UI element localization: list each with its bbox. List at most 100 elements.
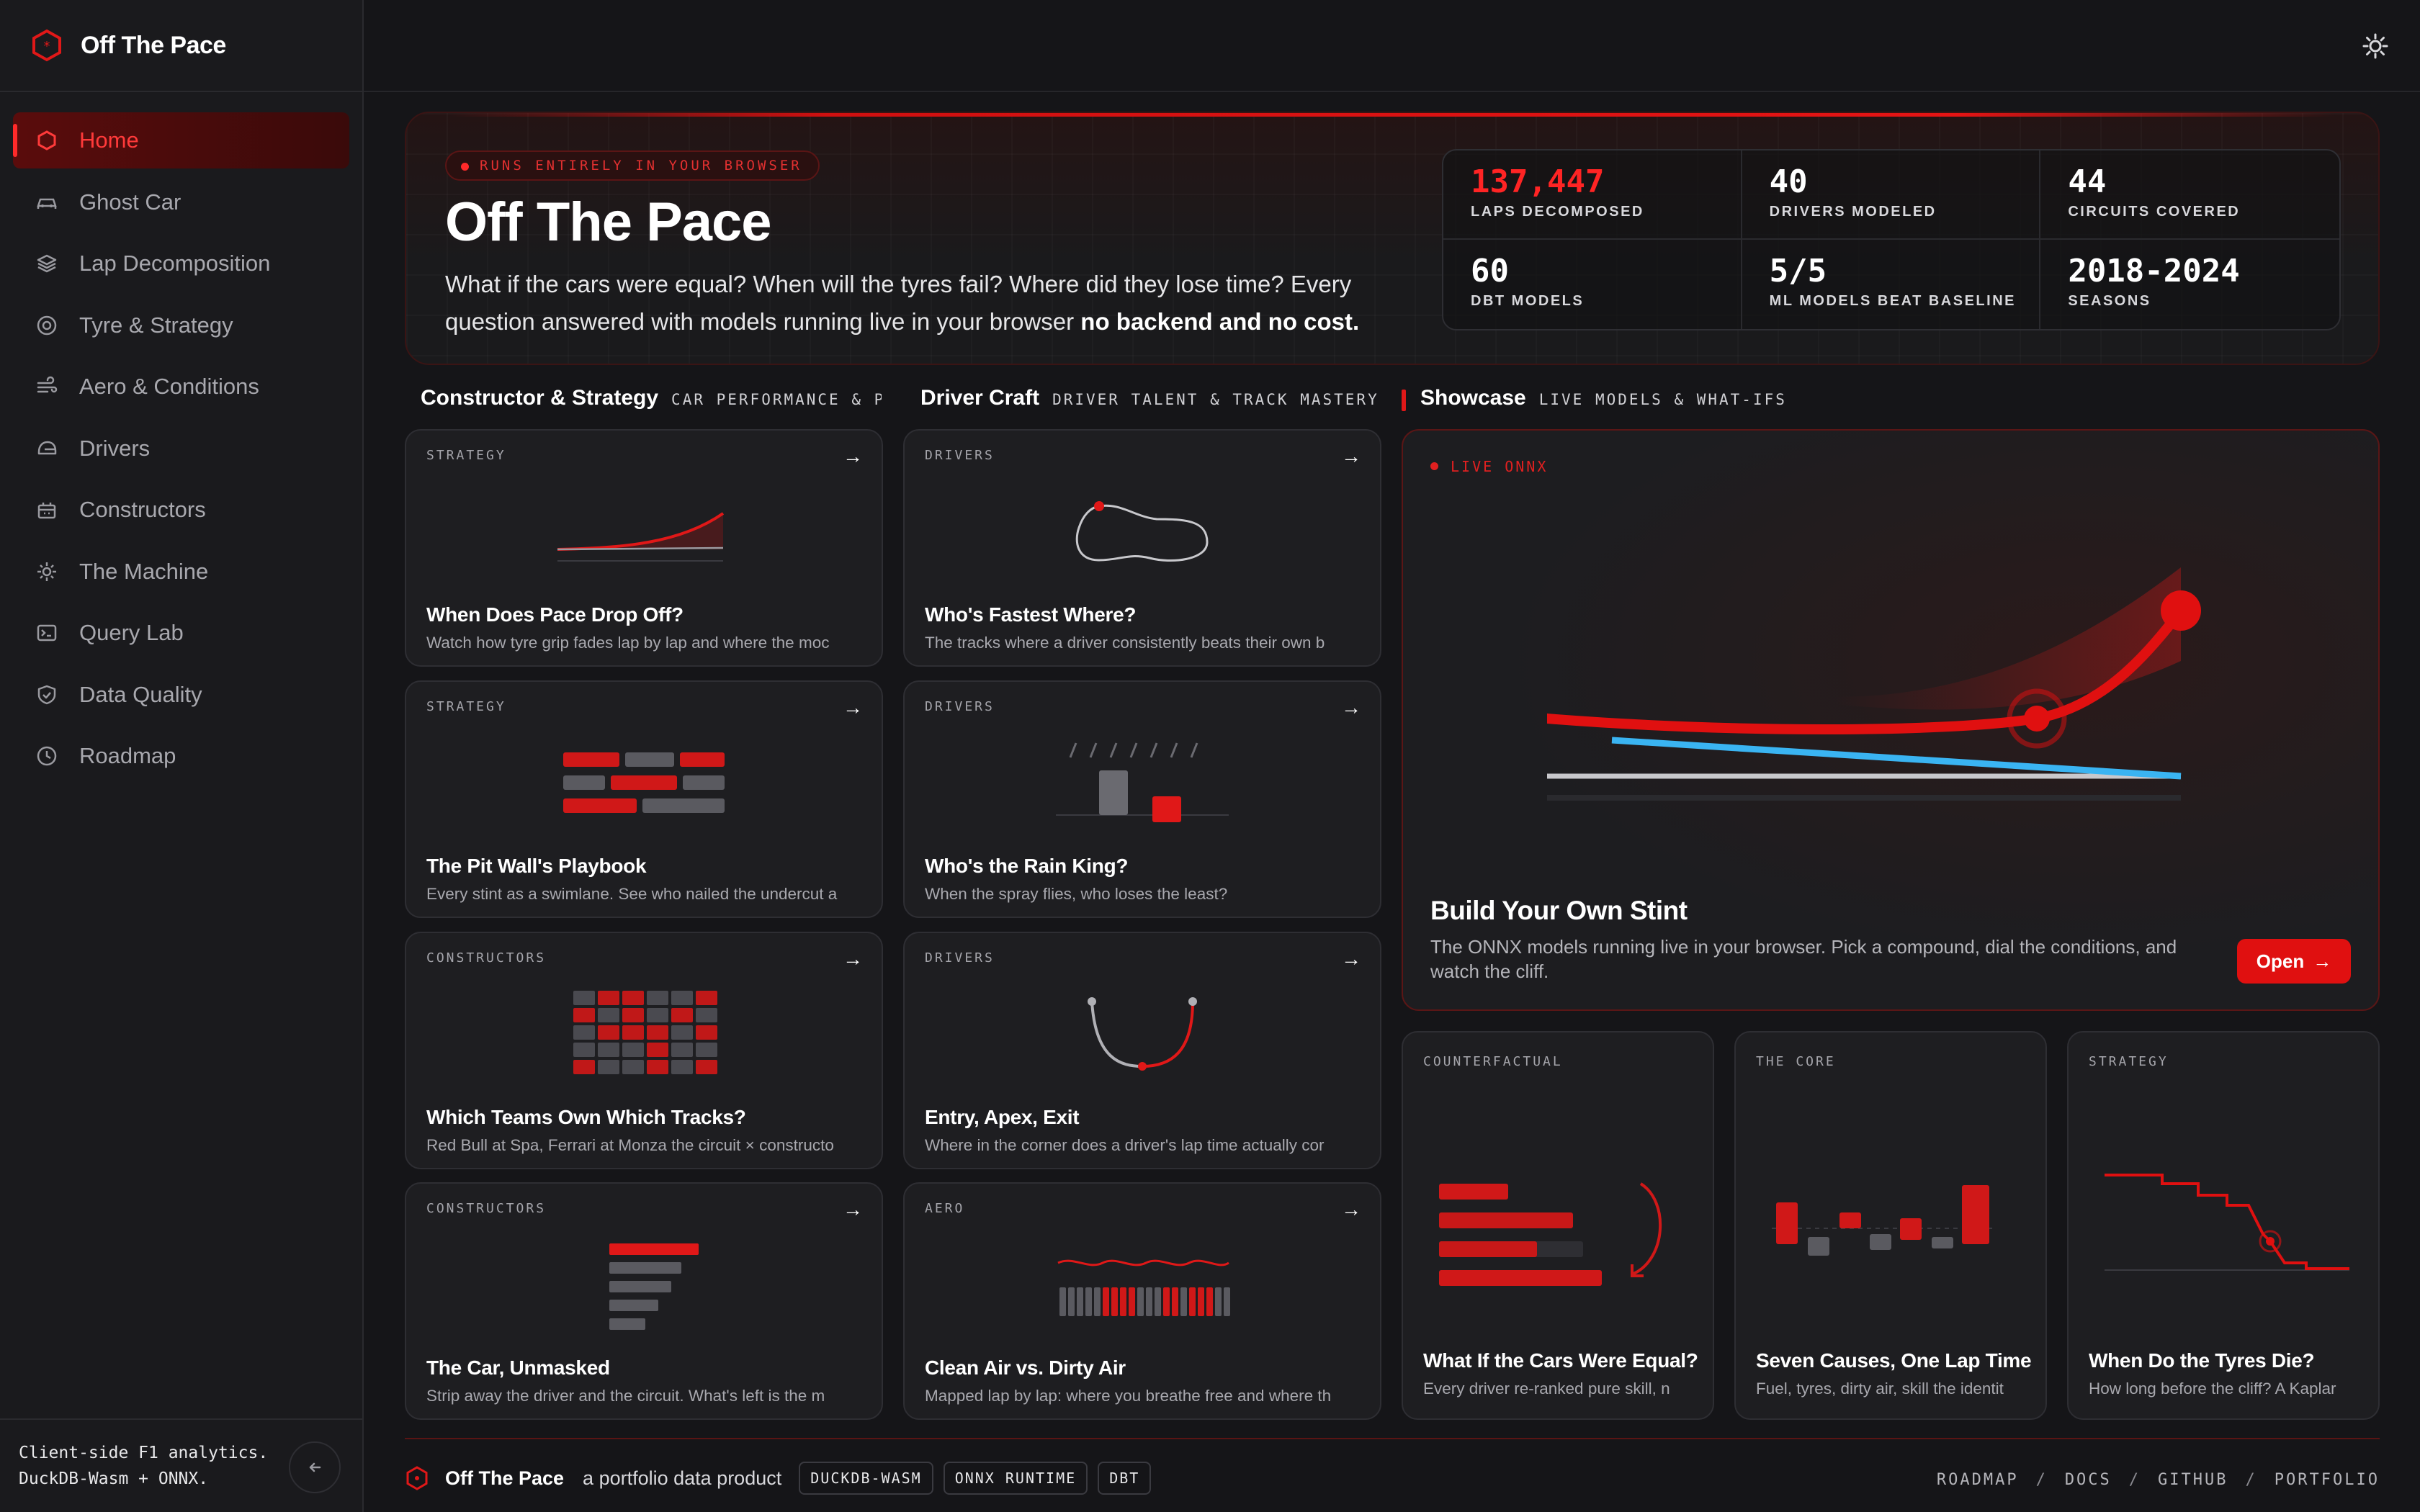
card-tag: STRATEGY — [426, 448, 506, 463]
stat-label: DRIVERS MODELED — [1769, 204, 1937, 220]
arrow-right-icon: → — [843, 445, 863, 467]
svg-text:*: * — [44, 39, 50, 54]
sidebar-item-label: Query Lab — [79, 620, 184, 645]
card-car-unmasked[interactable]: CONSTRUCTORS → The Car, Unmasked Strip a… — [405, 1182, 883, 1420]
survival-curve-illustration — [2105, 1174, 2349, 1271]
card-desc: Strip away the driver and the circuit. W… — [426, 1387, 825, 1405]
sidebar-item-aero-conditions[interactable]: Aero & Conditions — [13, 359, 349, 415]
sidebar-item-ghost-car[interactable]: Ghost Car — [13, 174, 349, 230]
card-pace-drop[interactable]: STRATEGY → When Does Pace Drop Off? Watc… — [405, 429, 883, 667]
pace-curve-illustration — [406, 481, 882, 582]
airflow-bar — [1077, 1287, 1083, 1316]
section-title: Showcase — [1420, 386, 1526, 410]
open-button[interactable]: Open → — [2237, 939, 2351, 984]
footer-link-github[interactable]: GITHUB — [2158, 1471, 2228, 1489]
tyre-icon — [35, 313, 59, 338]
sidebar-item-lap-decomposition[interactable]: Lap Decomposition — [13, 235, 349, 292]
factory-icon — [35, 498, 59, 522]
footer-link-roadmap[interactable]: ROADMAP — [1936, 1471, 2019, 1489]
card-desc: Mapped lap by lap: where you breathe fre… — [925, 1387, 1332, 1405]
sidebar-item-label: Ghost Car — [79, 189, 182, 215]
card-entry-apex-exit[interactable]: DRIVERS → Entry, Apex, Exit Where in the… — [903, 932, 1381, 1169]
arrow-right-icon: → — [1341, 445, 1361, 467]
sidebar-item-label: Roadmap — [79, 743, 176, 768]
section-subtitle: LIVE MODELS & WHAT-IFS — [1538, 391, 1787, 408]
sidebar-item-home[interactable]: Home — [13, 112, 349, 168]
airflow-bar — [1172, 1287, 1178, 1316]
tech-pill-dbt: DBT — [1098, 1462, 1152, 1495]
stat-label: DBT MODELS — [1471, 293, 1585, 309]
airflow-bar — [1215, 1287, 1222, 1316]
showcase-title: Build Your Own Stint — [1430, 896, 1688, 925]
arrow-right-icon: → — [1341, 1198, 1361, 1220]
heatmap-cell — [598, 1008, 619, 1022]
card-tag: DRIVERS — [925, 699, 995, 714]
card-title: Which Teams Own Which Tracks? — [426, 1106, 746, 1128]
footer-link-portfolio[interactable]: PORTFOLIO — [2274, 1471, 2380, 1489]
card-teams-tracks[interactable]: CONSTRUCTORS → Which Teams Own Which Tra… — [405, 932, 883, 1169]
sidebar-item-label: The Machine — [79, 558, 209, 584]
heatmap-cell — [696, 1043, 717, 1057]
stat-seasons: 2018-2024 SEASONS — [2040, 240, 2339, 329]
hexagon-logo-icon — [406, 1466, 428, 1490]
airflow-bar — [1111, 1287, 1118, 1316]
sidebar: * Off The Pace Home Ghost Car Lap Decomp… — [0, 0, 364, 1512]
card-desc: When the spray flies, who loses the leas… — [925, 885, 1228, 903]
sidebar-item-data-quality[interactable]: Data Quality — [13, 667, 349, 723]
heatmap-cell — [696, 1008, 717, 1022]
heatmap-cell — [647, 1025, 668, 1040]
heatmap-cell — [598, 991, 619, 1005]
footer-link-docs[interactable]: DOCS — [2064, 1471, 2112, 1489]
brand[interactable]: * Off The Pace — [0, 0, 362, 92]
heatmap-cell — [647, 1043, 668, 1057]
sidebar-footer: Client-side F1 analytics. DuckDB-Wasm + … — [0, 1418, 362, 1512]
card-cars-equal[interactable]: COUNTERFACTUAL What If the Cars Were Equ… — [1402, 1031, 1714, 1420]
footer-separator: / — [2128, 1471, 2141, 1489]
corner-illustration — [905, 984, 1380, 1084]
airflow-illustration — [905, 1234, 1380, 1335]
car-icon — [35, 190, 59, 215]
sidebar-item-roadmap[interactable]: Roadmap — [13, 728, 349, 784]
heatmap-cell — [647, 1008, 668, 1022]
heatmap-cell — [671, 1025, 693, 1040]
stat-ml-models: 5/5 ML MODELS BEAT BASELINE — [1742, 240, 2041, 329]
card-desc: Every driver re-ranked pure skill, n — [1423, 1380, 1670, 1398]
sidebar-item-label: Constructors — [79, 497, 206, 522]
clock-icon — [35, 744, 59, 768]
card-title: Entry, Apex, Exit — [925, 1106, 1080, 1128]
live-onnx-badge: LIVE ONNX — [1430, 458, 1548, 475]
showcase-build-stint[interactable]: LIVE ONNX Build Your Own Stint The ONNX … — [1402, 429, 2380, 1011]
card-title: When Does Pace Drop Off? — [426, 603, 684, 626]
card-seven-causes[interactable]: THE CORE Seven Causes, One Lap Time Fuel… — [1734, 1031, 2047, 1420]
arrow-right-icon: → — [843, 948, 863, 970]
collapse-sidebar-button[interactable] — [289, 1441, 341, 1493]
airflow-bar — [1224, 1287, 1230, 1316]
heatmap-cell — [598, 1060, 619, 1074]
heatmap-cell — [671, 991, 693, 1005]
sidebar-footer-line2: DuckDB-Wasm + ONNX. — [19, 1470, 209, 1488]
heatmap-cell — [671, 1043, 693, 1057]
card-clean-dirty-air[interactable]: AERO → Clean Air vs. Dirty Air Mapped la… — [903, 1182, 1381, 1420]
hero-description: What if the cars were equal? When will t… — [445, 266, 1439, 341]
decomposition-bars-illustration — [406, 1234, 882, 1335]
sidebar-item-constructors[interactable]: Constructors — [13, 482, 349, 538]
card-desc: Where in the corner does a driver's lap … — [925, 1136, 1325, 1154]
sun-icon[interactable] — [2360, 30, 2391, 62]
stat-drivers: 40 DRIVERS MODELED — [1742, 150, 2041, 240]
card-desc: Red Bull at Spa, Ferrari at Monza the ci… — [426, 1136, 834, 1154]
card-tyres-die[interactable]: STRATEGY When Do the Tyres Die? How long… — [2067, 1031, 2380, 1420]
card-pit-wall[interactable]: STRATEGY → The Pit Wall's Playbook Every… — [405, 680, 883, 918]
card-tag: CONSTRUCTORS — [426, 950, 547, 966]
sidebar-item-drivers[interactable]: Drivers — [13, 420, 349, 477]
hexagon-logo-icon: * — [32, 29, 61, 62]
helmet-icon — [35, 436, 59, 461]
cog-icon — [35, 559, 59, 584]
card-rain-king[interactable]: DRIVERS → Who's the Rain King? When the … — [903, 680, 1381, 918]
card-fastest-where[interactable]: DRIVERS → Who's Fastest Where? The track… — [903, 429, 1381, 667]
arrow-right-icon: → — [2313, 950, 2332, 972]
sidebar-item-the-machine[interactable]: The Machine — [13, 544, 349, 600]
card-desc: Fuel, tyres, dirty air, skill the identi… — [1756, 1380, 2004, 1398]
sidebar-item-tyre-strategy[interactable]: Tyre & Strategy — [13, 297, 349, 354]
sidebar-item-label: Drivers — [79, 435, 151, 461]
sidebar-item-query-lab[interactable]: Query Lab — [13, 605, 349, 661]
